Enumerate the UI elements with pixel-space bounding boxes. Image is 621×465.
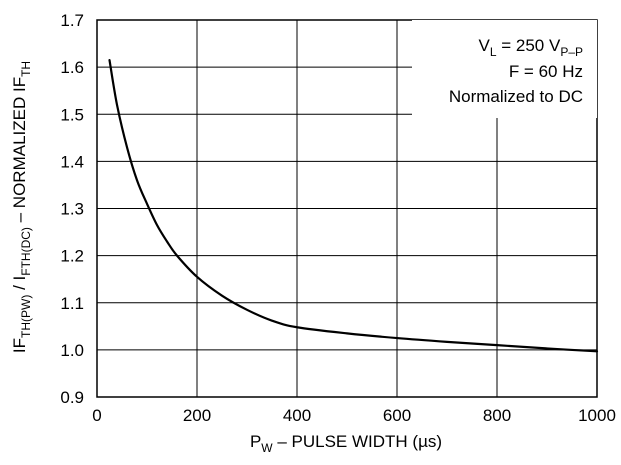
x-tick-label: 600 bbox=[383, 406, 411, 425]
y-axis-label: IFTH(PW) / IFTH(DC) – NORMALIZED IFTH bbox=[10, 61, 33, 353]
x-tick-label: 0 bbox=[92, 406, 101, 425]
annotation-frequency: F = 60 Hz bbox=[509, 62, 583, 81]
y-tick-label: 1.3 bbox=[60, 200, 84, 219]
y-tick-label: 1.2 bbox=[60, 247, 84, 266]
x-tick-label: 200 bbox=[183, 406, 211, 425]
y-tick-label: 1.0 bbox=[60, 341, 84, 360]
y-tick-label: 1.7 bbox=[60, 11, 84, 30]
x-tick-label: 1000 bbox=[578, 406, 616, 425]
annotation-normalized: Normalized to DC bbox=[449, 87, 583, 106]
x-tick-label: 400 bbox=[283, 406, 311, 425]
y-tick-label: 0.9 bbox=[60, 388, 84, 407]
y-tick-label: 1.4 bbox=[60, 152, 84, 171]
y-tick-label: 1.5 bbox=[60, 105, 84, 124]
y-tick-label: 1.6 bbox=[60, 58, 84, 77]
x-tick-label: 800 bbox=[483, 406, 511, 425]
y-tick-label: 1.1 bbox=[60, 294, 84, 313]
x-axis-label: PW – PULSE WIDTH (µs) bbox=[250, 432, 442, 455]
